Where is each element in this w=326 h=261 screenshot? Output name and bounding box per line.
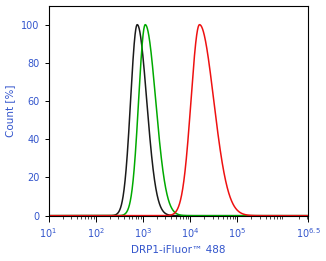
X-axis label: DRP1-iFluor™ 488: DRP1-iFluor™ 488 [131,245,226,256]
Y-axis label: Count [%]: Count [%] [6,84,16,137]
